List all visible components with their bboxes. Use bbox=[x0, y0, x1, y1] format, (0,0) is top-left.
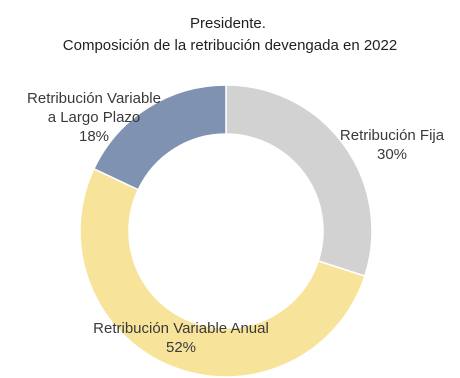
donut-slice-3 bbox=[92, 84, 227, 191]
chart-subtitle: Composición de la retribución devengada … bbox=[63, 37, 397, 54]
slice-category-label-1: Retribución Fija bbox=[340, 127, 445, 144]
slice-value-label-3: 18% bbox=[79, 128, 109, 145]
slice-value-label-1: 30% bbox=[377, 146, 407, 163]
donut-slice-1 bbox=[225, 84, 373, 278]
slice-category-label-2: Retribución Variable Anual bbox=[93, 320, 269, 337]
donut-slice-2 bbox=[79, 167, 366, 378]
slice-category-label-3: a Largo Plazo bbox=[48, 109, 141, 126]
slice-labels: Retribución Fija 30% Retribución Variable … bbox=[27, 90, 445, 356]
slice-value-label-2: 52% bbox=[166, 339, 196, 356]
chart-title: Presidente. bbox=[190, 15, 266, 32]
donut-slices bbox=[79, 84, 373, 378]
slice-category-label-3: Retribución Variable bbox=[27, 90, 161, 107]
